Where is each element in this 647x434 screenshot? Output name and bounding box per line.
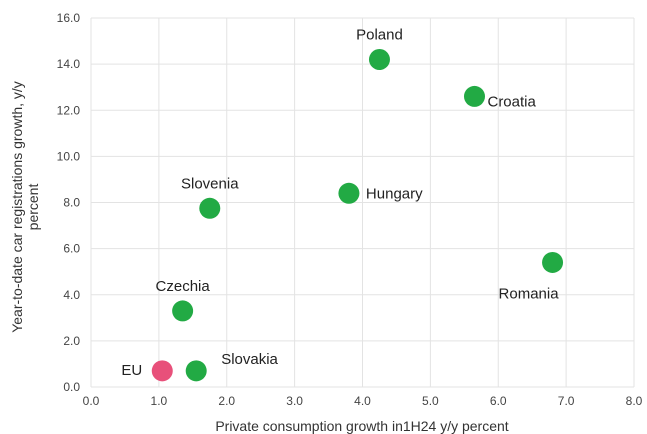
point-poland: [368, 49, 390, 71]
x-tick-label: 0.0: [83, 394, 100, 408]
x-tick-label: 4.0: [354, 394, 371, 408]
y-tick-label: 12.0: [57, 103, 81, 117]
point-label-eu: EU: [121, 362, 142, 379]
x-axis-ticks: 0.0 1.0 2.0 3.0 4.0 5.0 6.0 7.0 8.0: [83, 394, 643, 408]
point-croatia: [463, 85, 485, 107]
x-tick-label: 6.0: [490, 394, 507, 408]
point-slovenia: [199, 197, 221, 219]
point-romania: [542, 251, 564, 273]
y-tick-label: 2.0: [63, 334, 80, 348]
y-tick-label: 16.0: [57, 11, 81, 25]
x-tick-label: 7.0: [558, 394, 575, 408]
point-eu: [151, 360, 173, 382]
y-tick-label: 8.0: [63, 196, 80, 210]
y-axis-label-line-2: percent: [25, 184, 41, 231]
point-label-hungary: Hungary: [366, 185, 423, 202]
y-tick-label: 6.0: [63, 242, 80, 256]
y-tick-label: 4.0: [63, 288, 80, 302]
data-points: [151, 49, 564, 382]
point-czechia: [172, 300, 194, 322]
point-label-czechia: Czechia: [156, 278, 211, 295]
point-label-romania: Romania: [499, 285, 560, 302]
y-tick-label: 14.0: [57, 57, 81, 71]
y-axis-label-line-1: Year-to-date car registrations growth, y…: [9, 81, 25, 333]
point-hungary: [338, 182, 360, 204]
point-label-slovenia: Slovenia: [181, 175, 239, 192]
x-tick-label: 5.0: [422, 394, 439, 408]
point-label-poland: Poland: [356, 27, 403, 44]
x-tick-label: 1.0: [151, 394, 168, 408]
point-label-slovakia: Slovakia: [221, 351, 278, 368]
gridlines: [90, 17, 635, 388]
point-label-croatia: Croatia: [487, 93, 536, 110]
point-slovakia: [185, 360, 207, 382]
y-axis-label: Year-to-date car registrations growth, y…: [9, 81, 41, 333]
x-tick-label: 3.0: [286, 394, 303, 408]
point-labels: Poland Croatia Hungary Slovenia Romania Czech…: [121, 27, 559, 379]
x-axis-label: Private consumption growth in1H24 y/y pe…: [215, 418, 508, 434]
y-tick-label: 0.0: [63, 380, 80, 394]
x-tick-label: 8.0: [626, 394, 643, 408]
y-tick-label: 10.0: [57, 149, 81, 163]
x-tick-label: 2.0: [218, 394, 235, 408]
y-axis-ticks: 0.0 2.0 4.0 6.0 8.0 10.0 12.0 14.0 16.0: [57, 11, 81, 394]
